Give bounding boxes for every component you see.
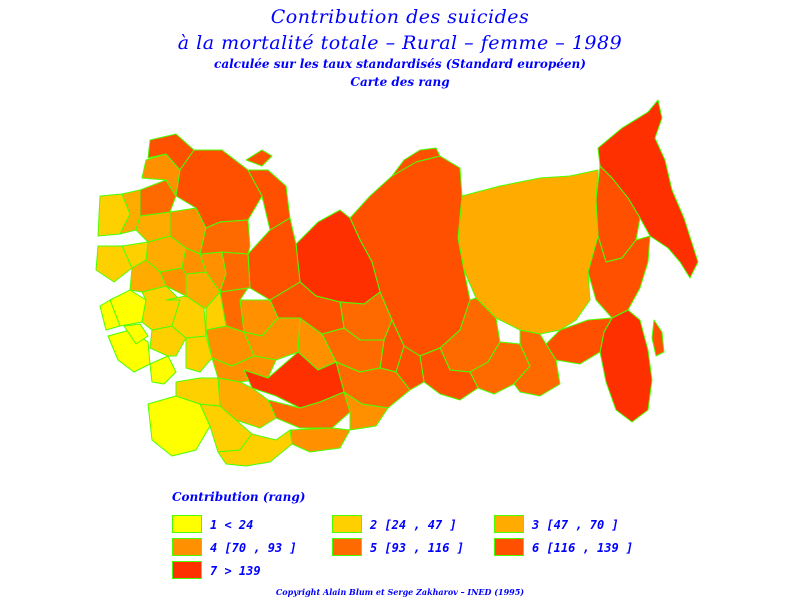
legend-swatch bbox=[494, 538, 524, 556]
legend-label: 2 [24 , 47 ] bbox=[370, 518, 457, 532]
legend-label: 4 [70 , 93 ] bbox=[210, 541, 297, 555]
region-tajik-kyrgyz bbox=[217, 429, 293, 467]
legend-swatch bbox=[172, 538, 202, 556]
region-bryansk bbox=[129, 259, 167, 293]
region-karakalpak bbox=[175, 377, 221, 407]
region-taymyr bbox=[391, 147, 441, 177]
map-method-note: calculée sur les taux standardisés (Stan… bbox=[214, 57, 586, 71]
legend-swatch bbox=[172, 561, 202, 579]
region-nenets bbox=[247, 169, 291, 231]
legend-label: 5 [93 , 116 ] bbox=[370, 541, 464, 555]
legend-title: Contribution (rang) bbox=[172, 490, 306, 504]
region-belarus bbox=[95, 245, 133, 283]
region-samara bbox=[205, 291, 227, 331]
region-dagestan bbox=[149, 355, 177, 385]
region-crimea bbox=[123, 323, 149, 345]
legend-label: 6 [116 , 139 ] bbox=[532, 541, 634, 555]
region-khabarovsk bbox=[587, 235, 651, 319]
legend-swatch bbox=[172, 515, 202, 533]
map-type-label: Carte des rang bbox=[350, 75, 450, 89]
region-chita bbox=[513, 329, 561, 397]
region-primorye bbox=[599, 309, 653, 423]
legend-swatch bbox=[332, 515, 362, 533]
region-vologda bbox=[199, 219, 251, 255]
region-novaya-zemlya bbox=[245, 149, 273, 167]
legend-swatch bbox=[494, 515, 524, 533]
region-tver bbox=[135, 211, 171, 243]
region-yakutia bbox=[457, 169, 599, 335]
region-sakhalin bbox=[651, 319, 665, 357]
legend-swatch bbox=[332, 538, 362, 556]
map-title: Contribution des suicides bbox=[270, 6, 530, 28]
legend-label: 3 [47 , 70 ] bbox=[532, 518, 619, 532]
region-leningrad bbox=[139, 179, 177, 217]
region-kazakh-south bbox=[289, 427, 351, 453]
region-tuva bbox=[419, 347, 479, 401]
region-kazakh-east bbox=[343, 391, 389, 431]
region-ukraine-east bbox=[141, 285, 181, 331]
region-moldova bbox=[99, 299, 121, 331]
copyright-notice: Copyright Alain Blum et Serge Zakharov –… bbox=[275, 587, 525, 597]
legend-label: 7 > 139 bbox=[210, 564, 261, 578]
map-subtitle: à la mortalité totale – Rural – femme – … bbox=[177, 32, 623, 54]
legend-label: 1 < 24 bbox=[210, 518, 254, 532]
